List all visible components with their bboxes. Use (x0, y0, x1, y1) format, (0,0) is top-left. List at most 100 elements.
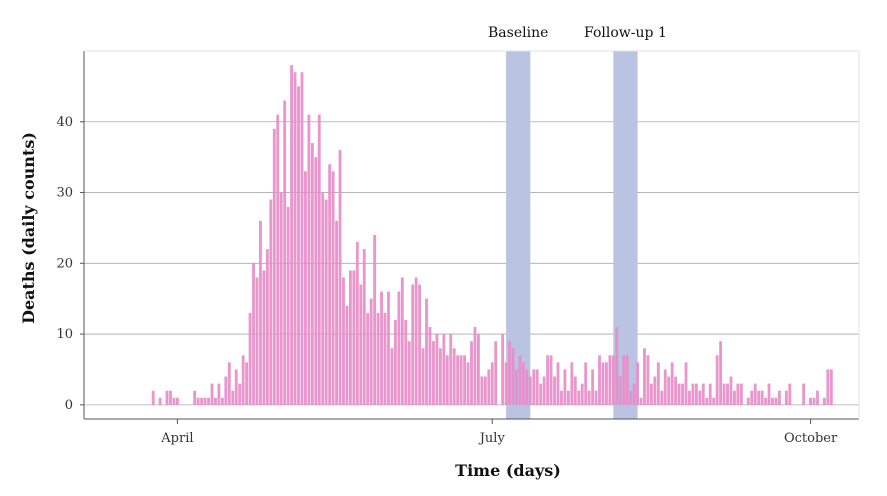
y-tick-label: 40 (56, 115, 73, 130)
bar (269, 199, 273, 405)
bar (338, 150, 342, 405)
bar (826, 369, 830, 405)
bar (553, 376, 556, 405)
bar (255, 277, 259, 405)
bar (425, 298, 428, 405)
bar (355, 242, 359, 405)
bar (525, 369, 529, 405)
bar (470, 341, 473, 405)
x-tick-label: October (784, 431, 838, 446)
bar (774, 397, 778, 405)
bar (632, 383, 636, 405)
bar (252, 263, 255, 405)
bar (276, 114, 280, 405)
bar (158, 397, 162, 405)
bar (618, 376, 622, 405)
bar-series (151, 65, 833, 405)
bar (317, 114, 321, 405)
bar (224, 376, 228, 405)
bar (511, 348, 515, 405)
bar (570, 362, 574, 405)
bar (639, 397, 643, 405)
bar (629, 390, 633, 405)
bar (653, 376, 657, 405)
bar (822, 397, 826, 405)
bar (729, 376, 733, 405)
bar (508, 341, 511, 405)
band-label: Baseline (488, 25, 548, 41)
bar (667, 376, 671, 405)
bar (726, 383, 729, 405)
bar (151, 390, 155, 405)
bar (518, 355, 522, 405)
bar (691, 383, 695, 405)
bar (539, 383, 543, 405)
bar (816, 390, 819, 405)
bar (435, 334, 439, 405)
bar (445, 355, 449, 405)
bar (279, 192, 283, 405)
bar (809, 397, 812, 405)
bar (272, 128, 276, 405)
bar (335, 220, 338, 405)
bar (684, 362, 688, 405)
bar (605, 362, 608, 405)
bar (739, 383, 743, 405)
bar (549, 355, 553, 405)
bar (366, 312, 370, 405)
bar (238, 383, 242, 405)
bar (760, 390, 764, 405)
bar (560, 390, 563, 405)
bar (473, 327, 477, 405)
bar (459, 355, 463, 405)
bar (286, 206, 290, 405)
axes (83, 50, 860, 420)
bar (383, 312, 387, 405)
bar (778, 390, 781, 405)
bar (663, 369, 667, 405)
bar (411, 284, 415, 405)
bar (165, 390, 169, 405)
bar (542, 376, 546, 405)
bar (556, 362, 560, 405)
y-axis-title: Deaths (daily counts) (19, 132, 38, 324)
bar (428, 327, 432, 405)
bar (259, 220, 262, 405)
bar (362, 249, 366, 405)
bar (328, 164, 332, 405)
bar (784, 390, 788, 405)
bar (515, 369, 518, 405)
bar (380, 291, 383, 405)
bar (241, 355, 245, 405)
bar (456, 355, 460, 405)
band-label: Follow-up 1 (584, 25, 667, 41)
bar (767, 383, 771, 405)
bar (196, 397, 200, 405)
bar (369, 298, 373, 405)
bar (304, 171, 307, 405)
bar (231, 390, 235, 405)
bar (636, 362, 639, 405)
bar (342, 277, 345, 405)
bar (708, 383, 712, 405)
bar (736, 383, 740, 405)
bar (214, 397, 217, 405)
bar (504, 362, 508, 405)
x-tick-labels: April July October (160, 419, 838, 446)
bar (307, 114, 311, 405)
bar (733, 390, 736, 405)
bar (487, 369, 491, 405)
bar (546, 355, 550, 405)
bar (172, 397, 176, 405)
bar (210, 383, 214, 405)
bar (463, 355, 466, 405)
bar (719, 341, 723, 405)
bar (802, 383, 806, 405)
bar (532, 369, 536, 405)
bar (297, 86, 300, 405)
bar (494, 341, 498, 405)
bar (452, 348, 456, 405)
bar (432, 341, 435, 405)
bar (300, 72, 304, 405)
bar (566, 390, 570, 405)
